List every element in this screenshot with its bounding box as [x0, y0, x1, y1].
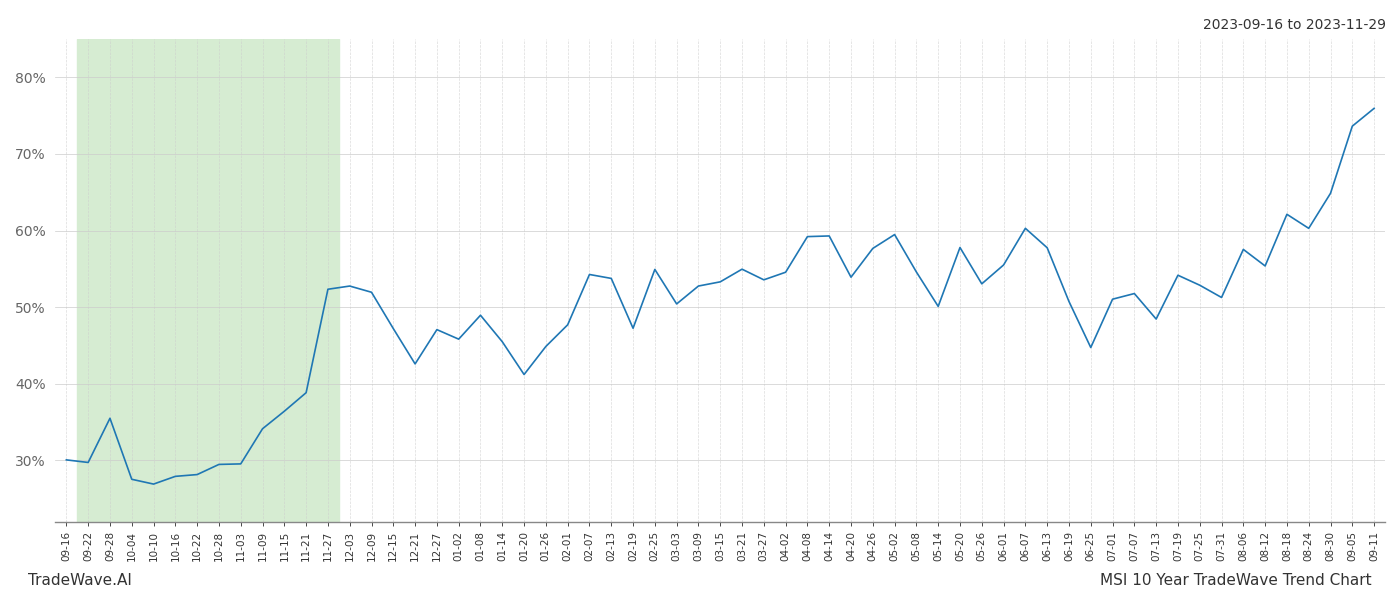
Text: MSI 10 Year TradeWave Trend Chart: MSI 10 Year TradeWave Trend Chart: [1100, 573, 1372, 588]
Text: 2023-09-16 to 2023-11-29: 2023-09-16 to 2023-11-29: [1203, 18, 1386, 32]
Text: TradeWave.AI: TradeWave.AI: [28, 573, 132, 588]
Bar: [77, 39, 339, 522]
